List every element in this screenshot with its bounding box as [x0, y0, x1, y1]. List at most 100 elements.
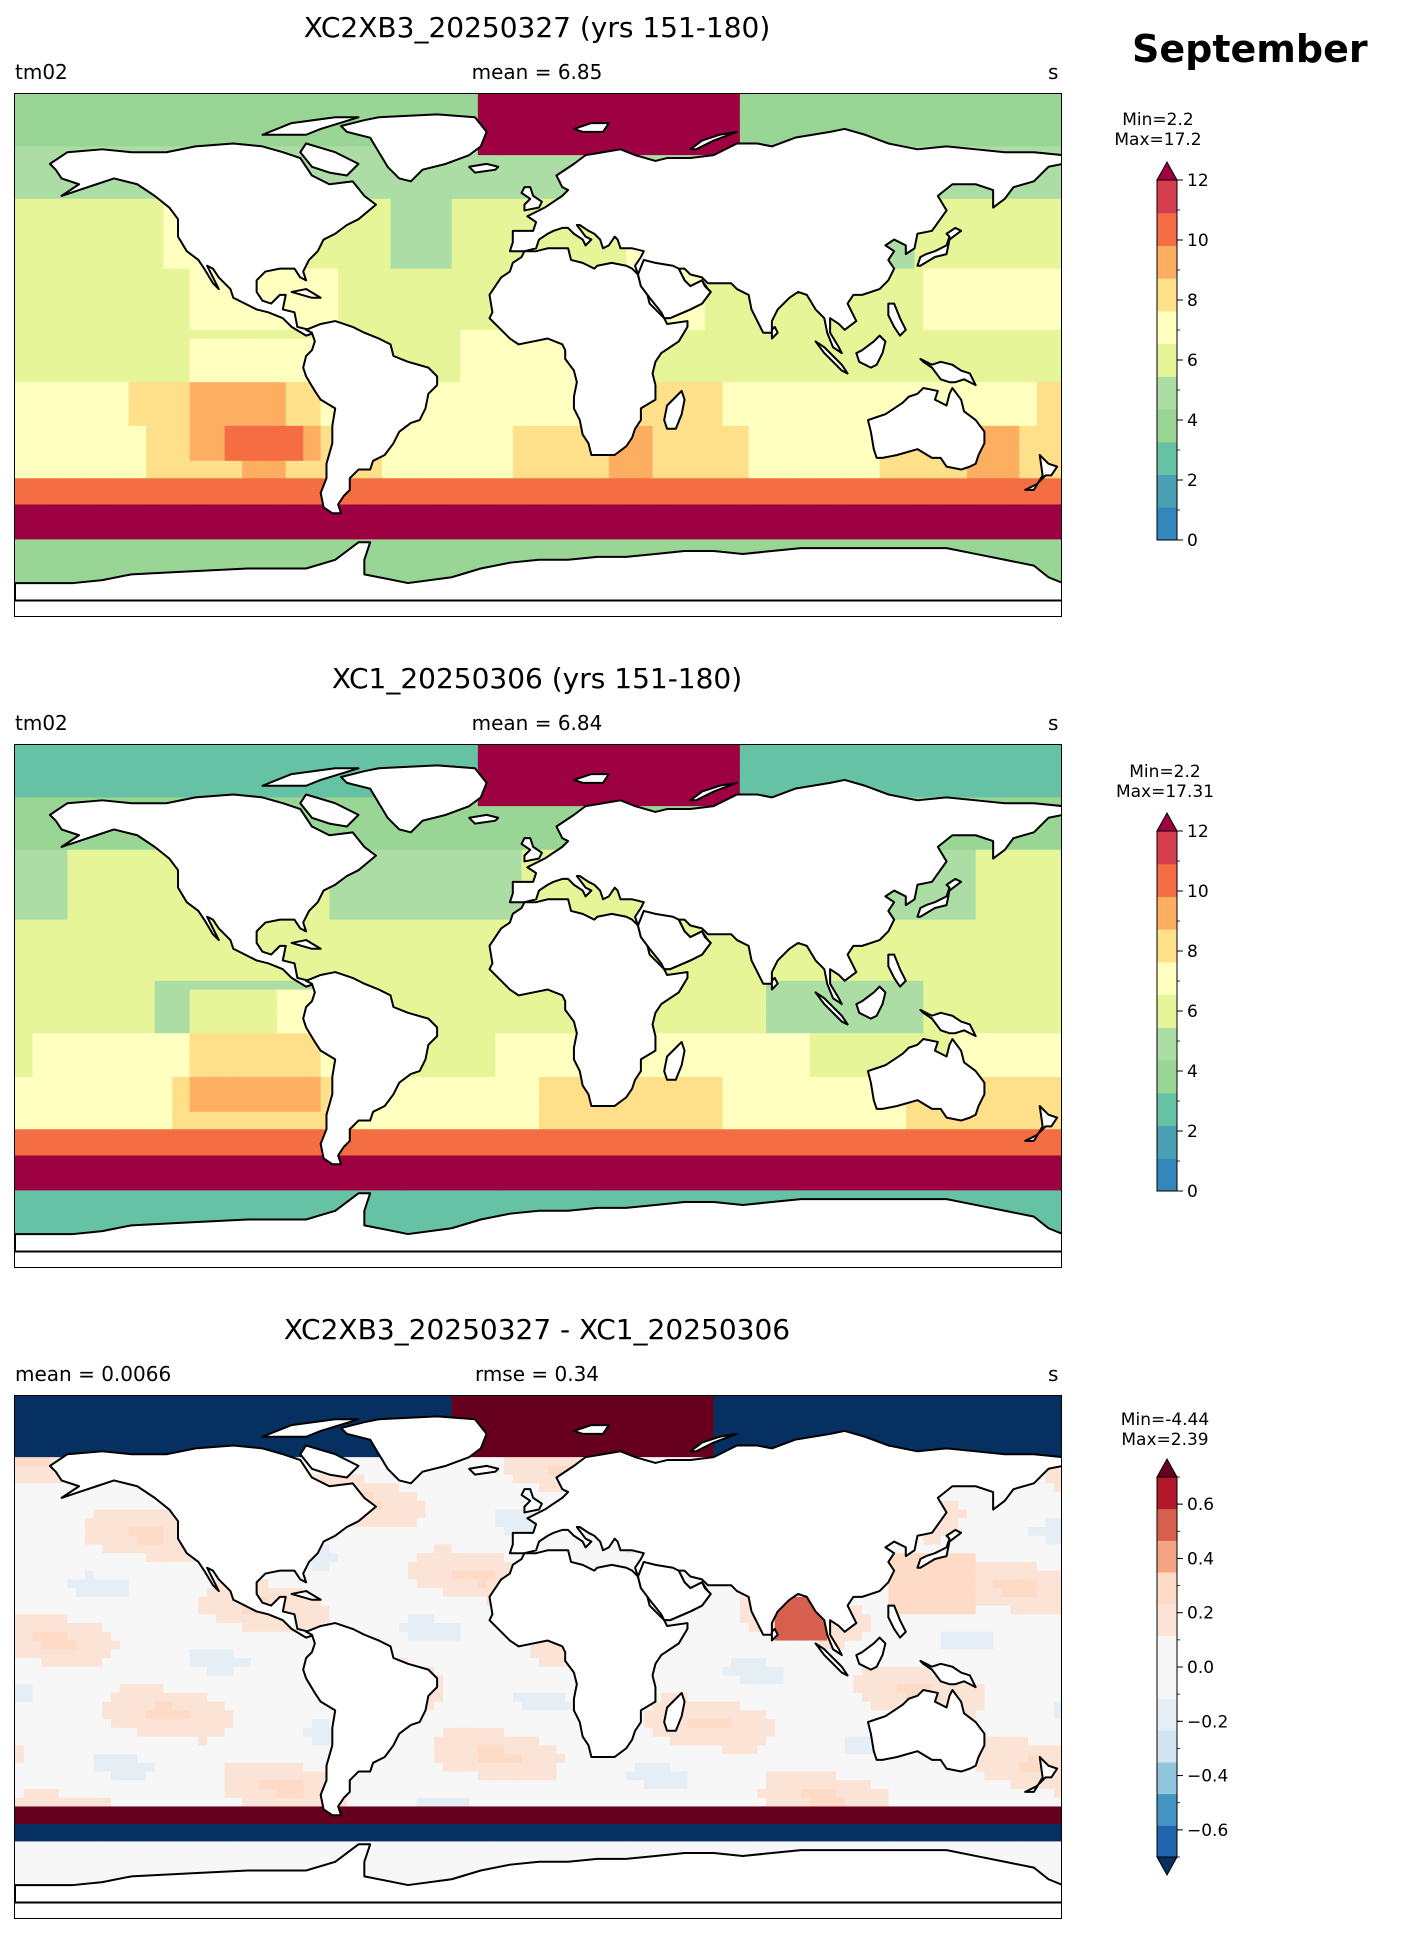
colorbar-tick-label: 6	[1187, 351, 1198, 371]
landmass-philippines	[887, 1604, 907, 1639]
colorbar-band	[1157, 343, 1177, 377]
colorbar-band	[1157, 863, 1177, 897]
colorbar-extend-max	[1156, 811, 1178, 832]
landmass-northAmerica	[48, 1444, 377, 1639]
landmass-arabia	[636, 1560, 712, 1622]
colorbar-band	[1157, 1477, 1177, 1510]
landmass-antarctica	[15, 1843, 1061, 1904]
panel-1-colorbar: 0 2 4 6 8 10 12	[1156, 160, 1209, 551]
colorbar-tick-label: 0	[1187, 531, 1198, 551]
landmass-nz	[1024, 453, 1059, 491]
colorbar-extend-max	[1156, 1457, 1178, 1478]
colorbar-band	[1157, 409, 1177, 443]
panel-1-title: XC2XB3_20250327 (yrs 151-180)	[304, 14, 771, 42]
landmass-eurasia	[508, 778, 1061, 1006]
colorbar-band	[1157, 441, 1177, 476]
landmass-northAmerica	[48, 142, 377, 337]
panel-3-colorbar: −0.6 −0.4 −0.2 0.0 0.2 0.4 0.6	[1156, 1457, 1228, 1877]
panel-2-units-label: s	[1048, 713, 1058, 733]
panel-3-rmse-label: rmse = 0.34	[475, 1364, 599, 1384]
colorbar-tick-label: 8	[1187, 942, 1198, 962]
landmass-iceland	[468, 162, 500, 174]
landmass-sriLanka	[770, 976, 779, 991]
landmass-baffin	[299, 1444, 360, 1479]
landmass-baffin	[299, 793, 360, 828]
landmass-southAmerica	[302, 971, 439, 1166]
colorbar-band	[1157, 212, 1177, 246]
landmass-novaya	[689, 781, 738, 802]
landmass-southAmerica	[302, 320, 439, 515]
landmass-iceland	[468, 1464, 500, 1476]
colorbar-tick-label: 12	[1187, 171, 1209, 191]
colorbar-tick-label: 4	[1187, 411, 1198, 431]
landmass-nz	[1024, 1104, 1059, 1142]
landmass-sumatra	[814, 991, 849, 1026]
landmass-africa	[488, 898, 689, 1107]
colorbar-band	[1157, 474, 1177, 508]
colorbar-tick-label: 0.4	[1187, 1549, 1214, 1569]
colorbar-band	[1157, 1092, 1177, 1127]
colorbar-extend-min	[1156, 1856, 1178, 1877]
landmass-australia	[866, 1038, 986, 1122]
panel-2-colorbar: 0 2 4 6 8 10 12	[1156, 811, 1209, 1202]
panel-1-map	[14, 93, 1062, 617]
landmass-greenland	[340, 764, 488, 834]
colorbar-band	[1157, 994, 1177, 1028]
coastlines	[15, 764, 1061, 1253]
colorbar-tick-label: 4	[1187, 1062, 1198, 1082]
panel-3-colorbar-note: Min=-4.44 Max=2.39	[1121, 1410, 1209, 1450]
colorbar-band	[1157, 180, 1177, 214]
landmass-philippines	[887, 302, 907, 337]
colorbar-band	[1157, 1730, 1177, 1763]
landmass-iceland	[468, 813, 500, 825]
colorbar-tick-label: 0	[1187, 1182, 1198, 1202]
landmass-nz	[1024, 1755, 1059, 1793]
landmass-borneo	[855, 985, 887, 1020]
colorbar-band	[1157, 961, 1177, 996]
colorbar-tick-label: 12	[1187, 822, 1209, 842]
colorbar-extend-max	[1156, 160, 1178, 181]
landmass-madagascar	[663, 389, 686, 430]
landmass-svalbard	[572, 1424, 610, 1435]
landmass-japan	[916, 877, 963, 918]
colorbar-tick-label: 2	[1187, 471, 1198, 491]
colorbar-band	[1157, 929, 1177, 963]
colorbar-tick-label: 2	[1187, 1122, 1198, 1142]
landmass-newGuinea	[919, 1659, 977, 1689]
landmass-ellesmere	[261, 116, 360, 136]
landmass-greenland	[340, 1415, 488, 1485]
colorbar-tick-label: −0.4	[1187, 1767, 1228, 1787]
landmass-uk	[520, 186, 543, 212]
landmass-japan	[916, 226, 963, 267]
landmass-eurasia	[508, 1429, 1061, 1657]
colorbar-band	[1157, 1762, 1177, 1795]
colorbar-band	[1157, 278, 1177, 312]
panel-1-colorbar-note: Min=2.2 Max=17.2	[1114, 110, 1201, 150]
colorbar-band	[1157, 1508, 1177, 1541]
colorbar-band	[1157, 507, 1177, 541]
coastlines	[15, 1415, 1061, 1904]
colorbar-band	[1157, 1027, 1177, 1061]
colorbar-tick-label: 10	[1187, 231, 1209, 251]
colorbar-tick-label: 0.2	[1187, 1604, 1214, 1624]
landmass-svalbard	[572, 773, 610, 784]
colorbar-band	[1157, 1825, 1177, 1858]
colorbar-tick-label: 10	[1187, 882, 1209, 902]
ocean-field	[15, 1396, 1061, 1918]
landmass-eurasia	[508, 127, 1061, 355]
coastlines	[15, 113, 1061, 602]
landmass-borneo	[855, 1636, 887, 1671]
colorbar-tick-label: 0.6	[1187, 1495, 1214, 1515]
colorbar-band	[1157, 1635, 1177, 1668]
landmass-antarctica	[15, 541, 1061, 602]
colorbar-band	[1157, 896, 1177, 930]
landmass-madagascar	[663, 1691, 686, 1732]
colorbar-band	[1157, 245, 1177, 279]
panel-3-title: XC2XB3_20250327 - XC1_20250306	[284, 1316, 790, 1344]
colorbar-tick-label: −0.6	[1187, 1821, 1228, 1841]
landmass-sriLanka	[770, 1627, 779, 1642]
colorbar-tick-label: 6	[1187, 1002, 1198, 1022]
colorbar-band	[1157, 376, 1177, 410]
landmass-japan	[916, 1528, 963, 1569]
colorbar-band	[1157, 1603, 1177, 1636]
